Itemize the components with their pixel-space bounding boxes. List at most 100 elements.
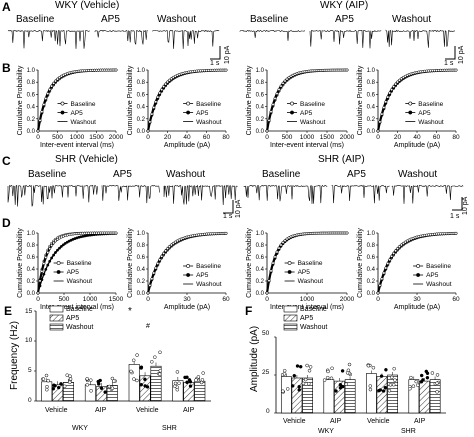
cdf-d-interval-point <box>48 259 52 263</box>
cdf-d-interval-aip-point <box>345 231 349 235</box>
cdf-d-interval-aip: 0 1000 2000 0.0 0.2 0.4 0.6 0.8 1.0 Inter-event i… <box>246 228 355 311</box>
cdf-b-interval-aip-legend-marker <box>290 110 294 115</box>
cdf-d-interval-aip-point <box>267 279 271 283</box>
cdf-d-amplitude-aip-point <box>380 277 384 281</box>
cdf-b-amplitude-aip-point <box>396 80 399 84</box>
cdf-b-interval-point <box>44 97 48 100</box>
cdf-d-amplitude-point <box>224 231 228 235</box>
cdf-b-amplitude-aip-legend-marker <box>408 101 413 106</box>
wky-aip-title: WKY (AIP) <box>320 0 369 11</box>
bar-chart-amplitude-point <box>371 365 376 370</box>
cdf-d-amplitude-legend-label: AP5 <box>196 272 209 279</box>
bar-chart-frequency-point <box>110 376 115 381</box>
cdf-b-amplitude-point <box>167 78 171 82</box>
bar-chart-amplitude-point <box>392 366 396 371</box>
cdf-b-amplitude-aip-ytick-label: 0.0 <box>367 129 376 135</box>
wky-vehicle-title: WKY (Vehicle) <box>55 0 120 11</box>
cdf-b-interval-point <box>54 79 57 83</box>
cdf-d-amplitude-aip-ytick-label: 1.0 <box>367 231 376 237</box>
cdf-b-amplitude-aip-xtick-label: 0 <box>376 134 380 141</box>
bar-chart-amplitude-point <box>414 379 418 384</box>
cdf-b-amplitude-point <box>150 112 154 116</box>
cdf-d-interval-point <box>59 244 63 248</box>
bar-chart-frequency-bar <box>194 380 206 402</box>
e-hash-annotation: # <box>146 323 150 330</box>
bar-chart-frequency-point <box>107 384 112 389</box>
cdf-b-amplitude-point <box>152 106 156 109</box>
bar-chart-amplitude-point <box>281 389 285 393</box>
cdf-d-interval-point <box>56 237 59 241</box>
cdf-d-amplitude-ytick-label: 0.6 <box>137 255 146 261</box>
cdf-d-interval-point <box>46 251 50 254</box>
cdf-b-amplitude-point <box>224 68 228 72</box>
bar-chart-frequency-point <box>135 378 139 383</box>
bar-chart-amplitude-legend-swatch <box>283 314 298 322</box>
cdf-d-amplitude-aip-ytick-label: 0.6 <box>367 255 376 261</box>
cdf-d-interval-aip-ytick-label: 0.8 <box>256 243 265 249</box>
bar-chart-amplitude-bar <box>291 377 303 414</box>
cdf-b-interval-aip-xlabel: Inter-event interval (ms) <box>270 142 344 149</box>
traces-row-a <box>7 29 456 60</box>
cdf-b-amplitude-aip-point <box>454 68 458 72</box>
cdf-d-amplitude: 0 30 60 0.0 0.2 0.4 0.6 0.8 1.0 Amplitude (pA) Cum… <box>127 228 230 311</box>
cdf-d-interval-aip-ytick-label: 1.0 <box>256 231 265 237</box>
cdf-d-interval-point <box>36 291 40 295</box>
cdf-d-interval-point <box>48 247 52 251</box>
cdf-d-interval-aip-point <box>265 291 269 295</box>
cdf-b-amplitude-xtick-label: 60 <box>203 134 211 141</box>
bar-chart-frequency-point <box>188 380 193 384</box>
bar-chart-amplitude-point <box>387 388 392 393</box>
bar-chart-amplitude-point <box>393 378 397 382</box>
cdf-d-amplitude-aip-point <box>394 249 398 253</box>
bar-chart-frequency-point <box>139 382 144 387</box>
a-aip-scale-time: 1 s <box>444 60 454 67</box>
cdf-b-amplitude-xtick-label: 20 <box>164 134 172 141</box>
bar-chart-amplitude-point <box>301 381 306 386</box>
cdf-b-interval-point <box>50 84 54 88</box>
bar-chart-amplitude-point <box>366 363 371 368</box>
c-aip-ap5-label: AP5 <box>347 169 366 180</box>
cdf-d-amplitude-point <box>160 254 164 258</box>
bar-chart-frequency-point <box>143 377 147 382</box>
cdf-b-interval-aip-legend-marker <box>290 101 294 106</box>
bar-chart-amplitude-point <box>381 389 386 393</box>
trace-shr-aip-baseline <box>243 184 328 204</box>
cdf-b-amplitude-ylabel: Cumulative Probability <box>127 65 134 135</box>
cdf-b-amplitude-ytick-label: 0.8 <box>137 80 146 86</box>
cdf-d-interval-xtick-label: 0 <box>36 296 40 303</box>
cdf-b-interval-point <box>36 129 40 133</box>
bar-chart-frequency-point <box>185 380 189 385</box>
shr-vehicle-title: SHR (Vehicle) <box>55 154 118 165</box>
cdf-b-amplitude-aip-point <box>394 82 398 86</box>
e-vehicle-label: Vehicle <box>45 407 68 414</box>
panel-label-f: F <box>245 304 253 318</box>
trace-shr-vehicle-baseline <box>7 184 98 207</box>
cdf-b-interval-point <box>46 92 50 96</box>
bar-chart-amplitude-point <box>419 379 424 384</box>
e-star-annotation: * <box>128 306 132 317</box>
cdf-d-amplitude-aip-legend-label: Baseline <box>426 263 451 270</box>
cdf-d-interval-aip-point <box>279 243 283 247</box>
cdf-b-amplitude-aip-point <box>384 100 388 104</box>
cdf-b-interval-aip-ytick-label: 0.0 <box>256 129 265 135</box>
cdf-b-amplitude-aip-ytick-label: 1.0 <box>367 68 376 74</box>
bar-chart-frequency-point <box>150 360 154 364</box>
cdf-d-interval-ytick-label: 0.6 <box>27 255 36 261</box>
cdf-b-amplitude-ytick-label: 1.0 <box>137 68 146 74</box>
cdf-b-interval-aip-ytick-label: 0.2 <box>256 117 265 123</box>
cdf-b-interval-aip-ytick-label: 1.0 <box>256 68 265 74</box>
bar-chart-frequency-point <box>46 378 50 383</box>
cdf-d-amplitude-ytick-label: 0.4 <box>137 267 146 273</box>
bar-chart-frequency-point <box>196 375 201 379</box>
c-vehicle-baseline-label: Baseline <box>28 169 67 180</box>
bar-chart-amplitude-point <box>344 382 348 386</box>
scalebar-c-vehicle <box>223 200 234 214</box>
cdf-d-interval-point <box>40 269 44 273</box>
bar-chart-frequency-point <box>41 377 46 381</box>
cdf-d-amplitude-point <box>167 245 171 249</box>
cdf-d-amplitude-legend-marker <box>186 264 191 268</box>
cdf-b-interval-point <box>38 118 42 122</box>
a-aip-washout-label: Washout <box>392 14 432 25</box>
bar-chart-amplitude-point <box>292 373 297 378</box>
cdf-b-interval-ytick-label: 0.2 <box>27 117 36 123</box>
